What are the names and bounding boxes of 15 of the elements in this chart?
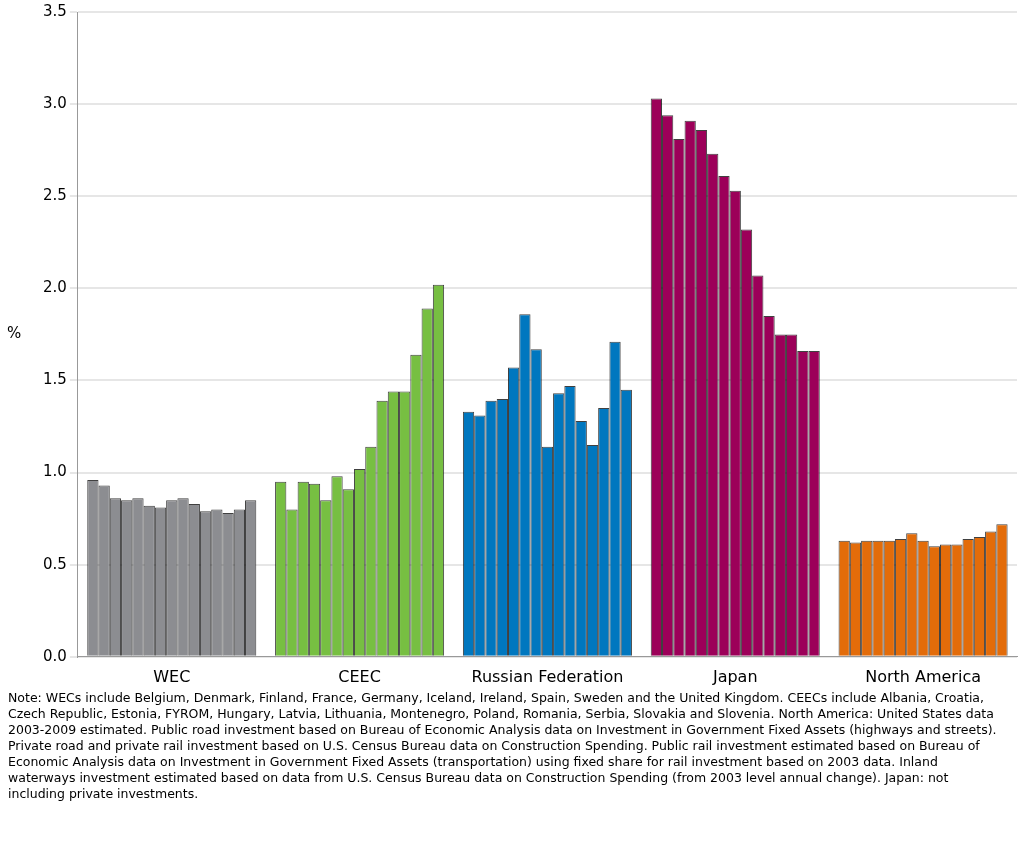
x-tick-label: WEC — [153, 666, 191, 686]
x-tick-label: CEEC — [338, 666, 381, 686]
y-tick-label: 3.5 — [43, 1, 67, 20]
y-axis-title: % — [6, 324, 22, 343]
y-tick-label: 1.5 — [43, 370, 67, 389]
x-tick-label: Russian Federation — [471, 666, 624, 686]
text: Note: WECs include Belgium, Denmark, Finland, France, Germany, Iceland, Ireland, Spain, Sweden and the United Kingdom. CEECs include Albania, Croatia, Czech Republic, Estonia, FYROM, Hungary, Latvia, Lithuania, Montenegro, Poland, Romania, Serbia, Slovakia and Slovenia. North America: United States data 2003-2009 estimated. Public road investment based on Bureau of Economic Analysis data on Investment in Government Fixed Assets (highways and streets). Private road and private rail investment based on U.S. Census Bureau data on Construction Spending. Public rail investment estimated based on Bureau of Economic Analysis data on Investment in Government Fixed Assets (transportation) using fixed share for rail investment based on 2003 data. Inland waterways investment estimated based on data from U.S. Census Bureau data on Construction Spending (from 2003 level annual change). Japan: not including private investments. — [8, 690, 998, 802]
y-tick-label: 2.0 — [43, 278, 67, 297]
y-tick-label: 0.5 — [43, 554, 67, 573]
y-tick-label: 1.0 — [43, 462, 67, 481]
y-tick-label: 3.0 — [43, 94, 67, 112]
x-tick-label: North America — [865, 666, 982, 686]
y-tick-label: 2.5 — [43, 186, 67, 205]
x-tick-label: Japan — [711, 666, 758, 686]
y-tick-label: 0.0 — [43, 646, 67, 665]
